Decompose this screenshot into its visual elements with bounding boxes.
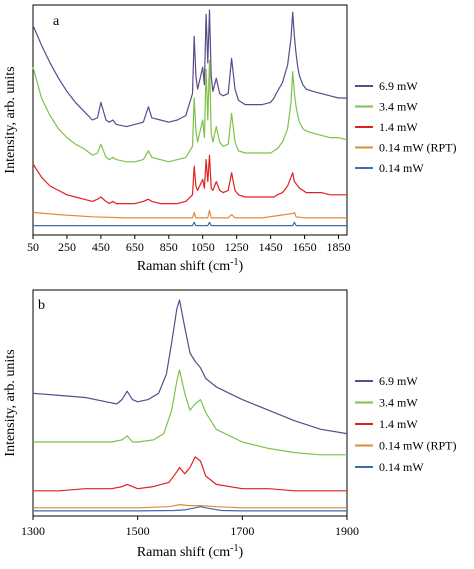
panel-a-legend: 6.9 mW 3.4 mW 1.4 mW 0.14 mW (RPT) 0.14 mW xyxy=(355,79,456,175)
panel-b-series-0-14-mw-rpt xyxy=(33,504,347,509)
panel-b-legend: 6.9 mW 3.4 mW 1.4 mW 0.14 mW (RPT) 0.14 mW xyxy=(355,374,456,474)
panel-a-x-tick-label: 1650 xyxy=(293,240,317,254)
panel-a-plot-frame xyxy=(32,4,348,236)
panel-b-series-6-9-mw xyxy=(32,299,348,435)
panel-b: 1300 1500 1700 1900 b Raman shift (cm-1) In… xyxy=(3,289,456,560)
panel-a-legend-label: 3.4 mW xyxy=(379,100,418,114)
panel-a-legend-label: 0.14 mW (RPT) xyxy=(379,141,456,155)
panel-b-x-axis-label: Raman shift (cm-1) xyxy=(137,543,244,560)
panel-b-x-axis-label-sup: -1 xyxy=(230,543,238,554)
panel-b-legend-label: 3.4 mW xyxy=(379,396,418,410)
panel-a-x-tick-label: 850 xyxy=(160,240,178,254)
panel-a-y-axis-label: Intensity, arb. units xyxy=(3,66,18,173)
panel-b-x-axis-label-end: ) xyxy=(238,545,243,560)
panel-a-x-axis-label-main: Raman shift (cm xyxy=(137,259,230,274)
panel-a-x-tick-label: 1450 xyxy=(259,240,283,254)
panel-a: 50 250 450 650 850 1050 1250 1450 1650 1850 a Ram… xyxy=(3,4,456,274)
panel-a-x-tick-label: 450 xyxy=(92,240,110,254)
panel-b-x-axis-label-main: Raman shift (cm xyxy=(137,545,230,560)
panel-a-series-3-4-mw xyxy=(32,59,348,163)
panel-b-label: b xyxy=(38,298,45,313)
panel-a-series-6-9-mw xyxy=(32,9,347,128)
panel-a-legend-label: 0.14 mW xyxy=(379,161,424,175)
panel-a-x-tick-label: 50 xyxy=(27,240,39,254)
panel-b-plot-frame xyxy=(32,289,348,517)
panel-a-label: a xyxy=(53,14,60,29)
panel-a-x-tick-label: 1850 xyxy=(327,240,351,254)
panel-a-x-axis-label-end: ) xyxy=(238,259,243,274)
panel-a-series-1-4-mw xyxy=(32,154,347,205)
panel-b-x-tick-label: 1300 xyxy=(21,524,45,538)
panel-b-series-1-4-mw xyxy=(33,456,347,492)
panel-b-legend-label: 0.14 mW xyxy=(379,460,424,474)
panel-a-series-0-14-mw-rpt xyxy=(32,209,347,219)
panel-b-series-3-4-mw xyxy=(33,369,347,456)
panel-b-legend-label: 6.9 mW xyxy=(379,374,418,388)
panel-b-y-axis-label: Intensity, arb. units xyxy=(3,349,18,456)
panel-a-x-tick-label: 1250 xyxy=(225,240,249,254)
panel-a-x-tick-label: 1050 xyxy=(191,240,215,254)
panel-a-legend-label: 1.4 mW xyxy=(379,120,418,134)
panel-b-x-tick-label: 1700 xyxy=(230,524,254,538)
panel-a-x-tick-label: 250 xyxy=(58,240,76,254)
panel-a-series-0-14-mw xyxy=(33,221,347,227)
panel-a-x-axis-label-sup: -1 xyxy=(230,257,238,268)
panel-b-x-tick-label: 1500 xyxy=(126,524,150,538)
panel-a-x-tick-label: 650 xyxy=(126,240,144,254)
panel-a-legend-label: 6.9 mW xyxy=(379,79,418,93)
panel-a-x-axis-label: Raman shift (cm-1) xyxy=(137,257,244,274)
panel-b-legend-label: 1.4 mW xyxy=(379,417,418,431)
panel-b-legend-label: 0.14 mW (RPT) xyxy=(379,439,456,453)
panel-b-x-tick-label: 1900 xyxy=(335,524,359,538)
panel-b-series-0-14-mw xyxy=(33,506,347,512)
